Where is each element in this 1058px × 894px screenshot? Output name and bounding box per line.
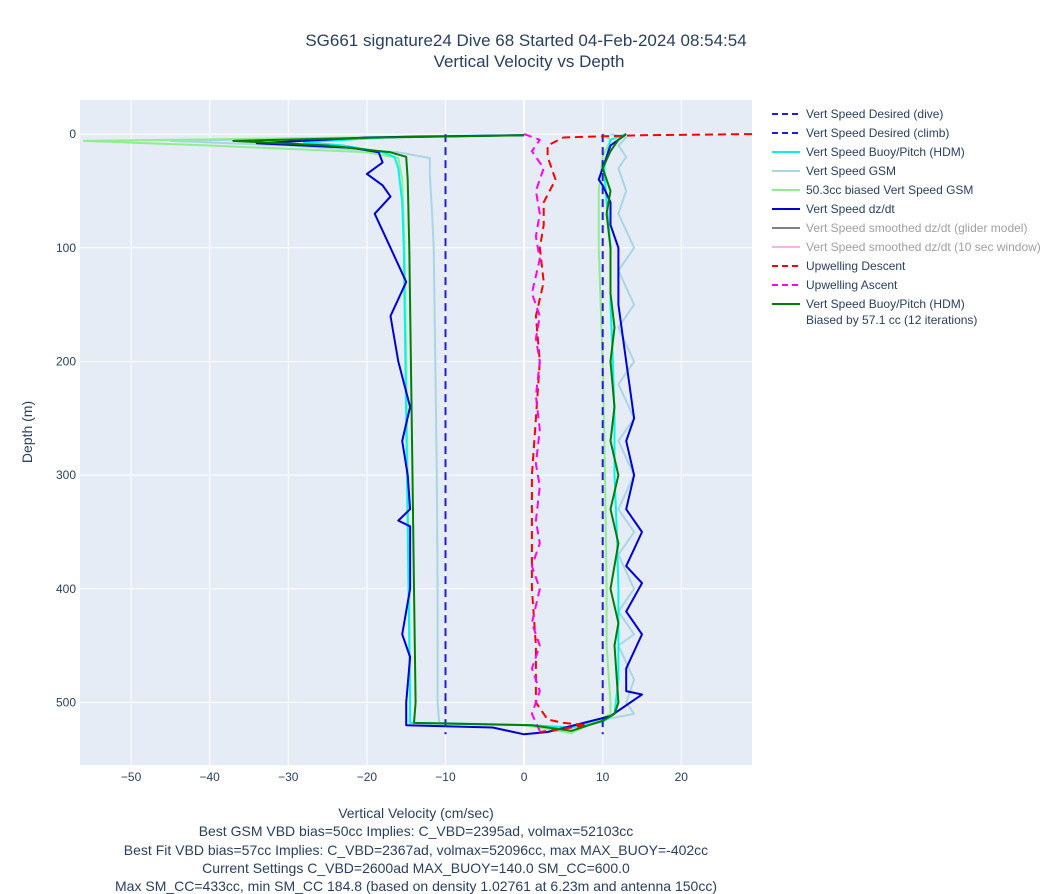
legend-label: Vert Speed Desired (climb) xyxy=(806,126,949,140)
legend-label: Vert Speed dz/dt xyxy=(806,202,895,216)
plot-area xyxy=(80,100,752,765)
series-line xyxy=(169,133,636,731)
legend-label: Vert Speed GSM xyxy=(806,164,896,178)
x-tick-label: −20 xyxy=(357,770,378,784)
x-tick-label: −50 xyxy=(121,770,142,784)
legend-label: Upwelling Ascent xyxy=(806,278,898,292)
y-tick-label: 400 xyxy=(56,582,76,596)
x-tick-label: 10 xyxy=(596,770,610,784)
legend-label: 50.3cc biased Vert Speed GSM xyxy=(806,183,973,197)
legend-label: Biased by 57.1 cc (12 iterations) xyxy=(806,313,977,327)
series-line xyxy=(255,133,643,736)
legend[interactable]: Vert Speed Desired (dive) Vert Speed Desi… xyxy=(772,107,1041,327)
legend-label: Vert Speed smoothed dz/dt (10 sec window… xyxy=(806,240,1041,254)
annotation-line-1: Best GSM VBD bias=50cc Implies: C_VBD=23… xyxy=(199,823,634,839)
legend-item[interactable]: Vert Speed dz/dt xyxy=(772,202,895,216)
legend-item[interactable]: Vert Speed Buoy/Pitch (HDM) Biased by 57.… xyxy=(772,297,977,327)
legend-item[interactable]: Vert Speed Buoy/Pitch (HDM) xyxy=(772,145,965,159)
legend-item[interactable]: Upwelling Ascent xyxy=(772,278,898,292)
chart-title-line-1: SG661 signature24 Dive 68 Started 04-Feb… xyxy=(305,31,746,50)
x-tick-label: 20 xyxy=(675,770,689,784)
legend-label: Vert Speed smoothed dz/dt (glider model) xyxy=(806,221,1027,235)
legend-item[interactable]: Vert Speed smoothed dz/dt (glider model) xyxy=(772,221,1027,235)
series-line xyxy=(232,133,627,732)
series-layer xyxy=(82,133,752,736)
legend-label: Upwelling Descent xyxy=(806,259,906,273)
y-tick-label: 300 xyxy=(56,468,76,482)
series-line xyxy=(530,133,752,733)
annotation-line-2: Best Fit VBD bias=57cc Implies: C_VBD=23… xyxy=(124,842,708,858)
x-axis-label: Vertical Velocity (cm/sec) xyxy=(338,805,494,821)
legend-item[interactable]: 50.3cc biased Vert Speed GSM xyxy=(772,183,973,197)
y-tick-label: 200 xyxy=(56,354,76,368)
legend-label: Vert Speed Buoy/Pitch (HDM) xyxy=(806,145,965,159)
series-line xyxy=(523,133,545,732)
legend-label: Vert Speed Desired (dive) xyxy=(806,107,943,121)
legend-item[interactable]: Vert Speed Desired (climb) xyxy=(772,126,949,140)
y-tick-label: 500 xyxy=(56,695,76,709)
x-tick-label: −10 xyxy=(435,770,456,784)
legend-label: Vert Speed Buoy/Pitch (HDM) xyxy=(806,297,965,311)
legend-item[interactable]: Upwelling Descent xyxy=(772,259,906,273)
x-tick-label: −30 xyxy=(278,770,299,784)
y-tick-label: 100 xyxy=(56,241,76,255)
y-axis-label: Depth (m) xyxy=(19,401,35,463)
legend-item[interactable]: Vert Speed smoothed dz/dt (10 sec window… xyxy=(772,240,1041,254)
annotation-line-4: Max SM_CC=433cc, min SM_CC 184.8 (based … xyxy=(115,878,717,894)
x-tick-label: 0 xyxy=(521,770,528,784)
legend-item[interactable]: Vert Speed Desired (dive) xyxy=(772,107,943,121)
chart-title-line-2: Vertical Velocity vs Depth xyxy=(434,52,625,71)
annotation-line-3: Current Settings C_VBD=2600ad MAX_BUOY=1… xyxy=(202,860,630,876)
y-tick-label: 0 xyxy=(69,127,76,141)
legend-item[interactable]: Vert Speed GSM xyxy=(772,164,896,178)
x-tick-label: −40 xyxy=(200,770,221,784)
